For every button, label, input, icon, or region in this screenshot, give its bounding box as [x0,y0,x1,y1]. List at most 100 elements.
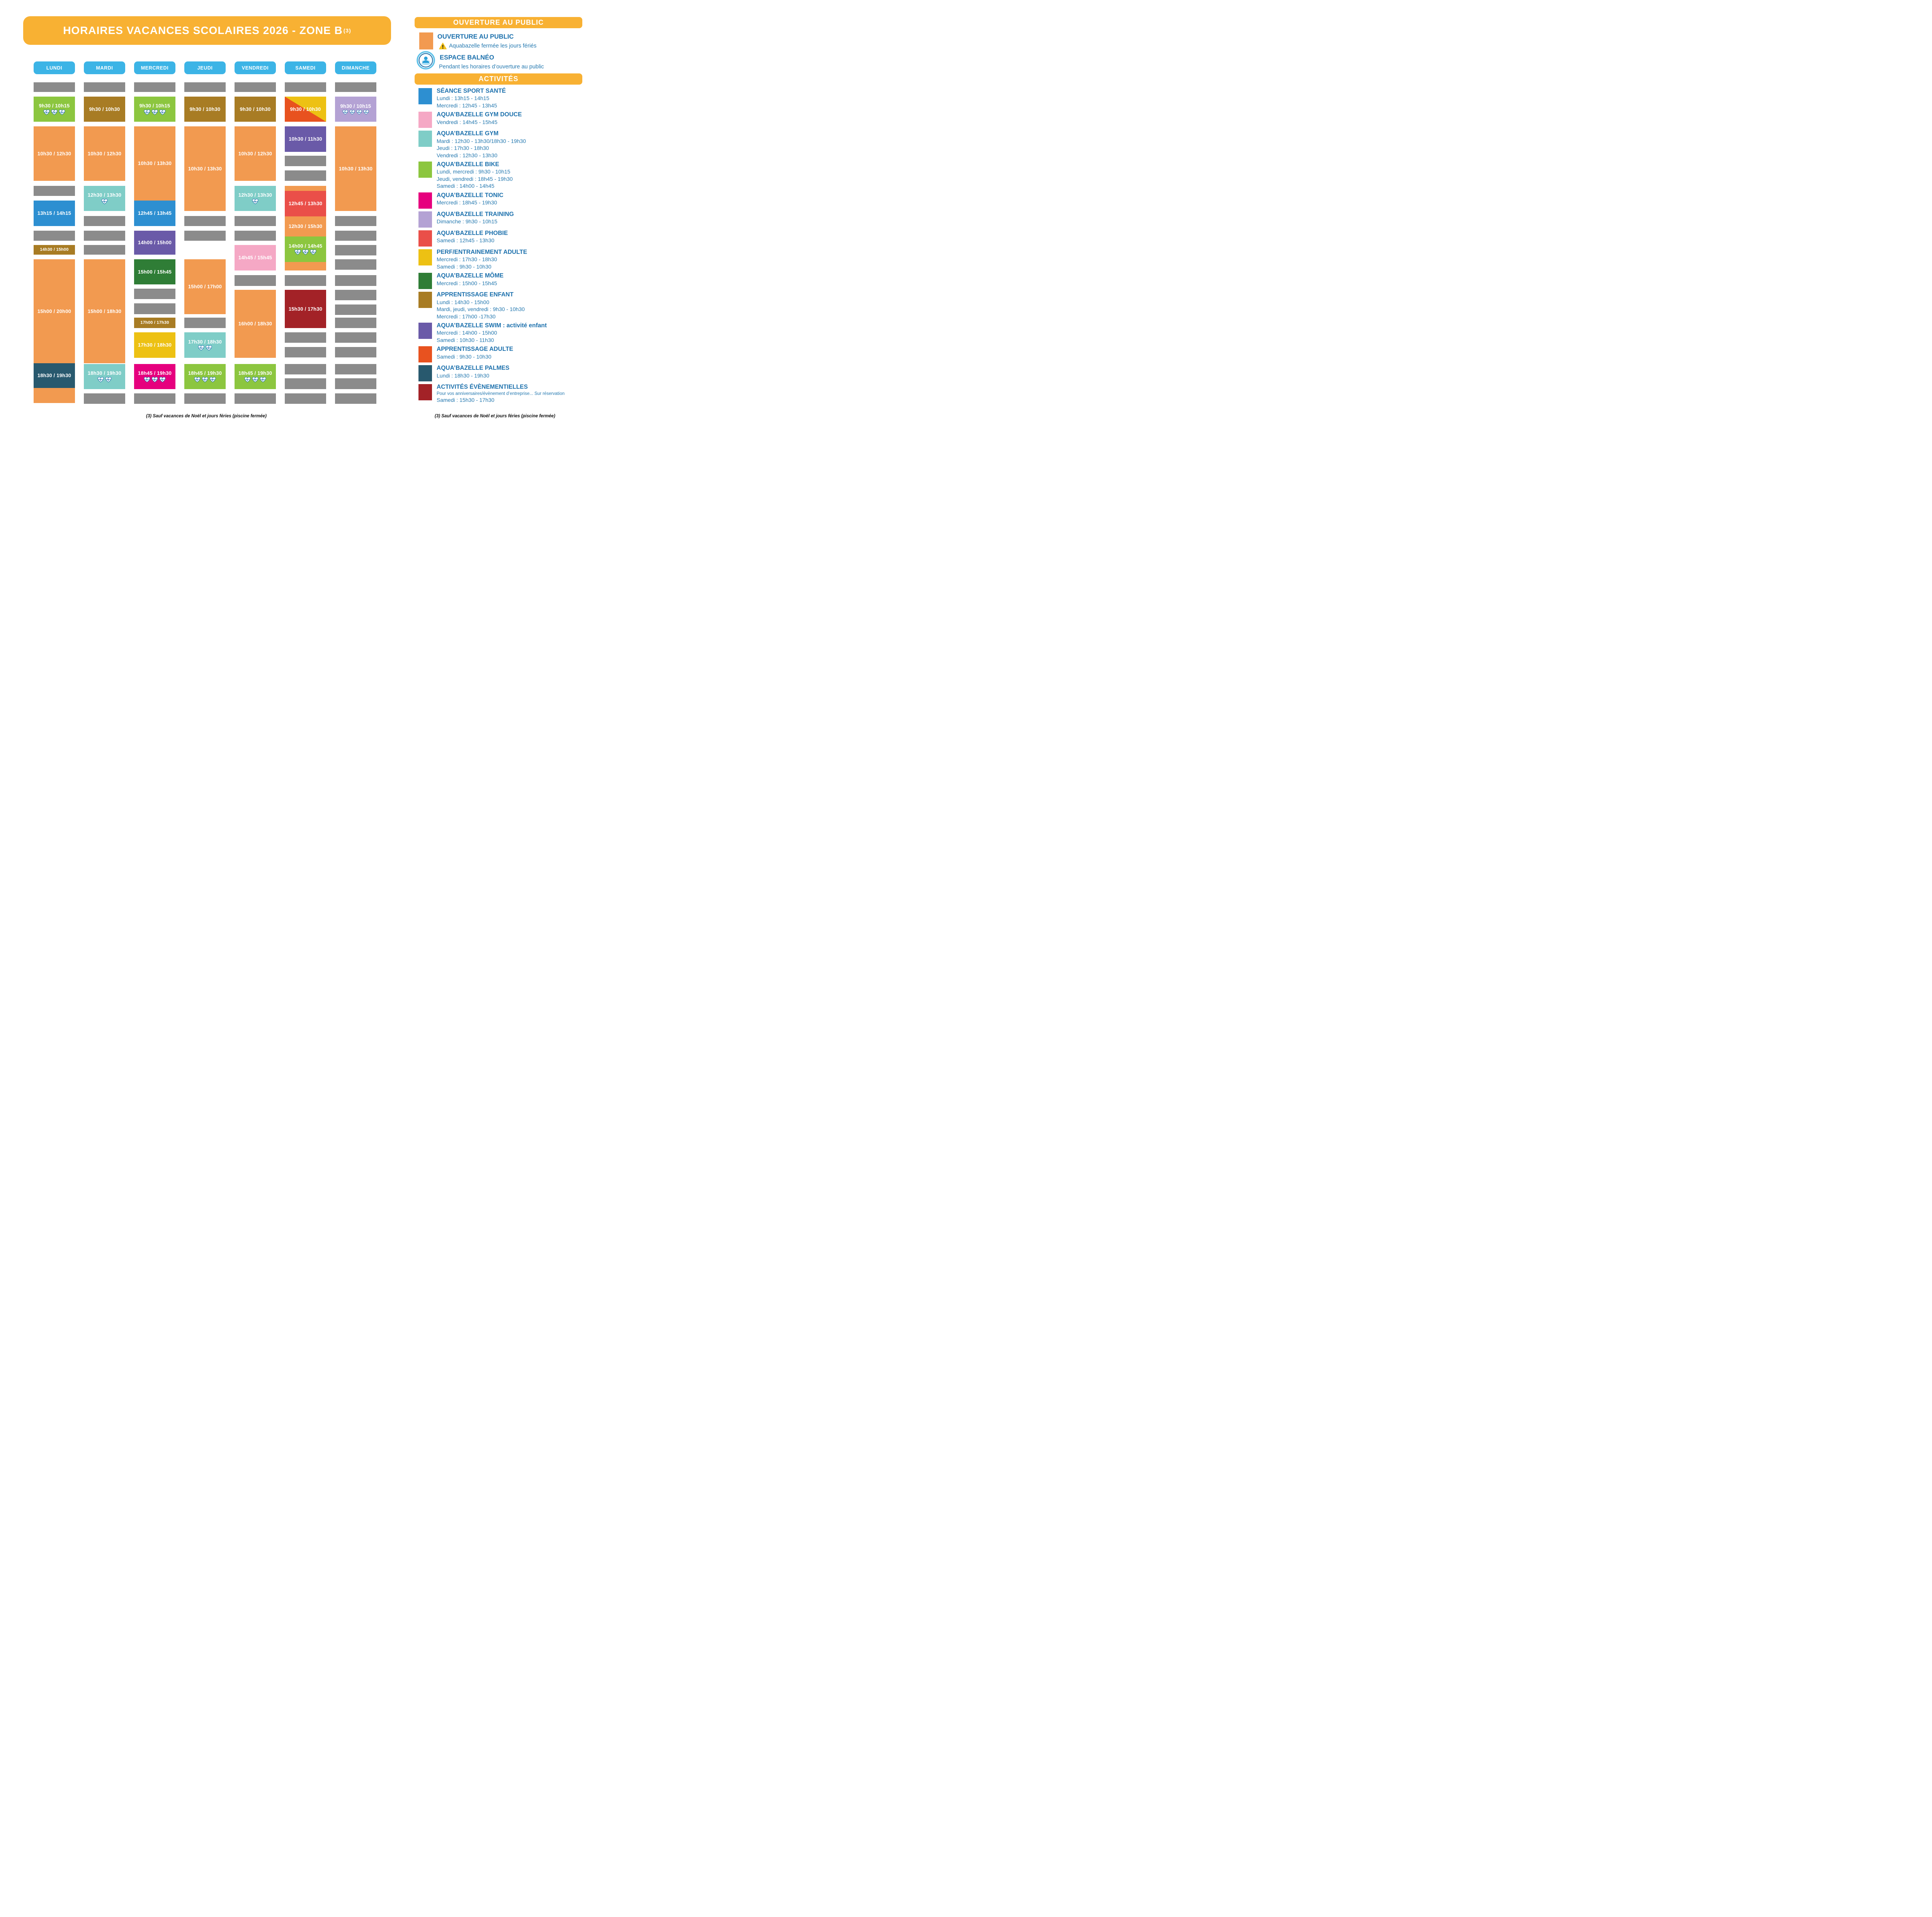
legend-item-title: APPRENTISSAGE ENFANT [437,291,514,298]
legend-item-aqua-bazelle-swim-activite-enfant: AQUA’BAZELLE SWIM : activité enfant Mercr… [418,322,596,344]
closed-slot [184,216,226,226]
legend-item-schedule: Lundi, mercredi : 9h30 - 10h15 [437,168,510,175]
time-range: 12h45 / 13h30 [288,201,323,207]
pulse-heart-icon [144,109,150,115]
activity-block-perf: 17h30 / 18h30 [134,332,175,358]
activity-block-sport_sante: 13h15 / 14h15 [34,201,75,226]
time-range: 12h45 / 13h45 [138,210,172,216]
closed-slot [235,393,276,404]
pulse-heart-icon [151,377,158,383]
legend-item-aqua-bazelle-gym-douce: AQUA’BAZELLE GYM DOUCE Vendredi : 14h45 -… [418,111,596,128]
closed-slot [134,82,175,92]
time-range: 16h00 / 18h30 [238,321,272,327]
pulse-heart-icon [101,199,108,204]
balneo-note: Pendant les horaires d’ouverture au publ… [439,64,544,70]
day-column-mercredi: MERCREDI 9h30 / 10h15 10h30 / 13h30 12h45 /… [134,0,175,423]
activity-block-gym: 18h30 / 19h30 [84,364,125,389]
time-range: 15h30 / 17h30 [288,306,323,312]
pulse-heart-icon [356,110,362,115]
activity-block-gym_douce: 14h45 / 15h45 [235,245,276,270]
footnote-left: (3) Sauf vacances de Noël et jours férie… [146,414,267,418]
pulse-heart-icon [206,345,212,351]
time-range: 9h30 / 10h15 [139,103,170,109]
closed-slot [34,82,75,92]
pulse-heart-icon [363,110,369,115]
activity-block-bike: 18h45 / 19h30 [184,364,226,389]
legend-text: AQUA’BAZELLE PALMES Lundi : 18h30 - 19h30 [437,364,509,381]
legend-item-aqua-bazelle-mome: AQUA’BAZELLE MÔME Mercredi : 15h00 - 15h4… [418,272,596,289]
title-banner: HORAIRES VACANCES SCOLAIRES 2026 - ZONE … [23,16,391,45]
activity-block-phobie: 12h45 / 13h30 [285,191,326,216]
time-range: 12h30 / 13h30 [87,192,122,198]
intensity-hearts [342,110,369,115]
legend-item-schedule: Samedi : 10h30 - 11h30 [437,337,494,343]
intensity-hearts [43,109,65,115]
closed-slot [335,393,376,404]
activity-block-gym: 12h30 / 13h30 [84,186,125,211]
time-range: 14h45 / 15h45 [238,255,272,261]
activity-block-bike: 9h30 / 10h15 [34,97,75,122]
activity-block-bike: 14h00 / 14h45 [285,236,326,262]
closed-slot [335,364,376,374]
activity-block-public: 10h30 / 13h30 [134,126,175,201]
pulse-heart-icon [159,109,166,115]
legend-swatch-gym [418,131,432,147]
legend-text: AQUA’BAZELLE TRAINING Dimanche : 9h30 - 1… [437,211,514,228]
pulse-heart-icon [310,249,316,255]
legend-text: ACTIVITÉS ÉVÈNEMENTIELLES Pour vos annive… [437,383,565,403]
legend-item-apprentissage-enfant: APPRENTISSAGE ENFANT Lundi : 14h30 - 15h0… [418,291,596,320]
pulse-heart-icon [151,109,158,115]
pulse-heart-icon [105,377,112,383]
closed-slot [34,186,75,196]
time-range: 10h30 / 13h30 [188,165,222,172]
day-column-samedi: SAMEDI 9h30 / 10h30 10h30 / 11h30 12h45 / 1… [285,0,326,423]
legend-item-schedule: Mercredi : 15h00 - 15h45 [437,280,497,286]
closed-slot [235,231,276,241]
legend-swatch-bike [418,162,432,178]
time-range: 14h00 / 14h45 [288,243,323,249]
time-range: 12h30 / 15h30 [288,223,323,230]
time-range: 15h00 / 15h45 [138,269,172,275]
activity-block-mome: 15h00 / 15h45 [134,259,175,284]
time-range: 17h00 / 17h30 [140,320,169,325]
pulse-heart-icon [198,345,204,351]
legend-text: AQUA’BAZELLE PHOBIE Samedi : 12h45 - 13h3… [437,230,508,247]
closed-slot [335,304,376,315]
legend-item-aqua-bazelle-bike: AQUA’BAZELLE BIKE Lundi, mercredi : 9h30 … [418,161,596,190]
time-range: 9h30 / 10h30 [240,106,271,112]
legend-item-schedule: Samedi : 14h00 - 14h45 [437,183,495,189]
closed-slot [235,216,276,226]
legend-swatch-palmes [418,365,432,382]
closed-slot [285,332,326,343]
closed-slot [285,170,326,181]
day-header-mercredi: MERCREDI [134,61,175,74]
time-range: 18h45 / 19h30 [188,370,222,376]
activity-block-palmes: 18h30 / 19h30 [34,363,75,388]
closed-slot [335,82,376,92]
time-range: 15h00 / 18h30 [87,308,122,314]
intensity-hearts [294,249,316,255]
legend-item-schedule: Mercredi : 18h45 - 19h30 [437,199,497,206]
public-opening-title: OUVERTURE AU PUBLIC [437,33,514,40]
legend-text: AQUA’BAZELLE BIKE Lundi, mercredi : 9h30 … [437,161,513,190]
legend-text: AQUA’BAZELLE GYM DOUCE Vendredi : 14h45 -… [437,111,522,128]
closed-slot [285,347,326,357]
closed-slot [285,393,326,404]
closed-slot [84,393,125,404]
balneo-title: ESPACE BALNÉO [440,54,494,61]
legend-item-schedule: Lundi : 14h30 - 15h00 [437,299,490,305]
legend-item-title: AQUA’BAZELLE PHOBIE [437,230,508,236]
activity-block-public: 12h30 / 15h30 [285,216,326,236]
pulse-heart-icon [342,110,348,115]
title-footnote-marker: (3) [343,27,351,34]
legend-swatch-apprentissage_enfant [418,292,432,308]
activity-block-public: 10h30 / 13h30 [184,126,226,211]
legend-item-title: AQUA’BAZELLE GYM [437,130,499,137]
intensity-hearts [194,377,216,383]
legend-text: AQUA’BAZELLE MÔME Mercredi : 15h00 - 15h4… [437,272,503,289]
legend-item-schedule: Samedi : 9h30 - 10h30 [437,263,492,270]
time-range: 18h30 / 19h30 [87,370,122,376]
legend-item-seance-sport-sante: SÉANCE SPORT SANTÉ Lundi : 13h15 - 14h15 M… [418,87,596,109]
legend-swatch-tonic [418,192,432,209]
activity-block-apprentissage_enfant: 17h00 / 17h30 [134,318,175,328]
